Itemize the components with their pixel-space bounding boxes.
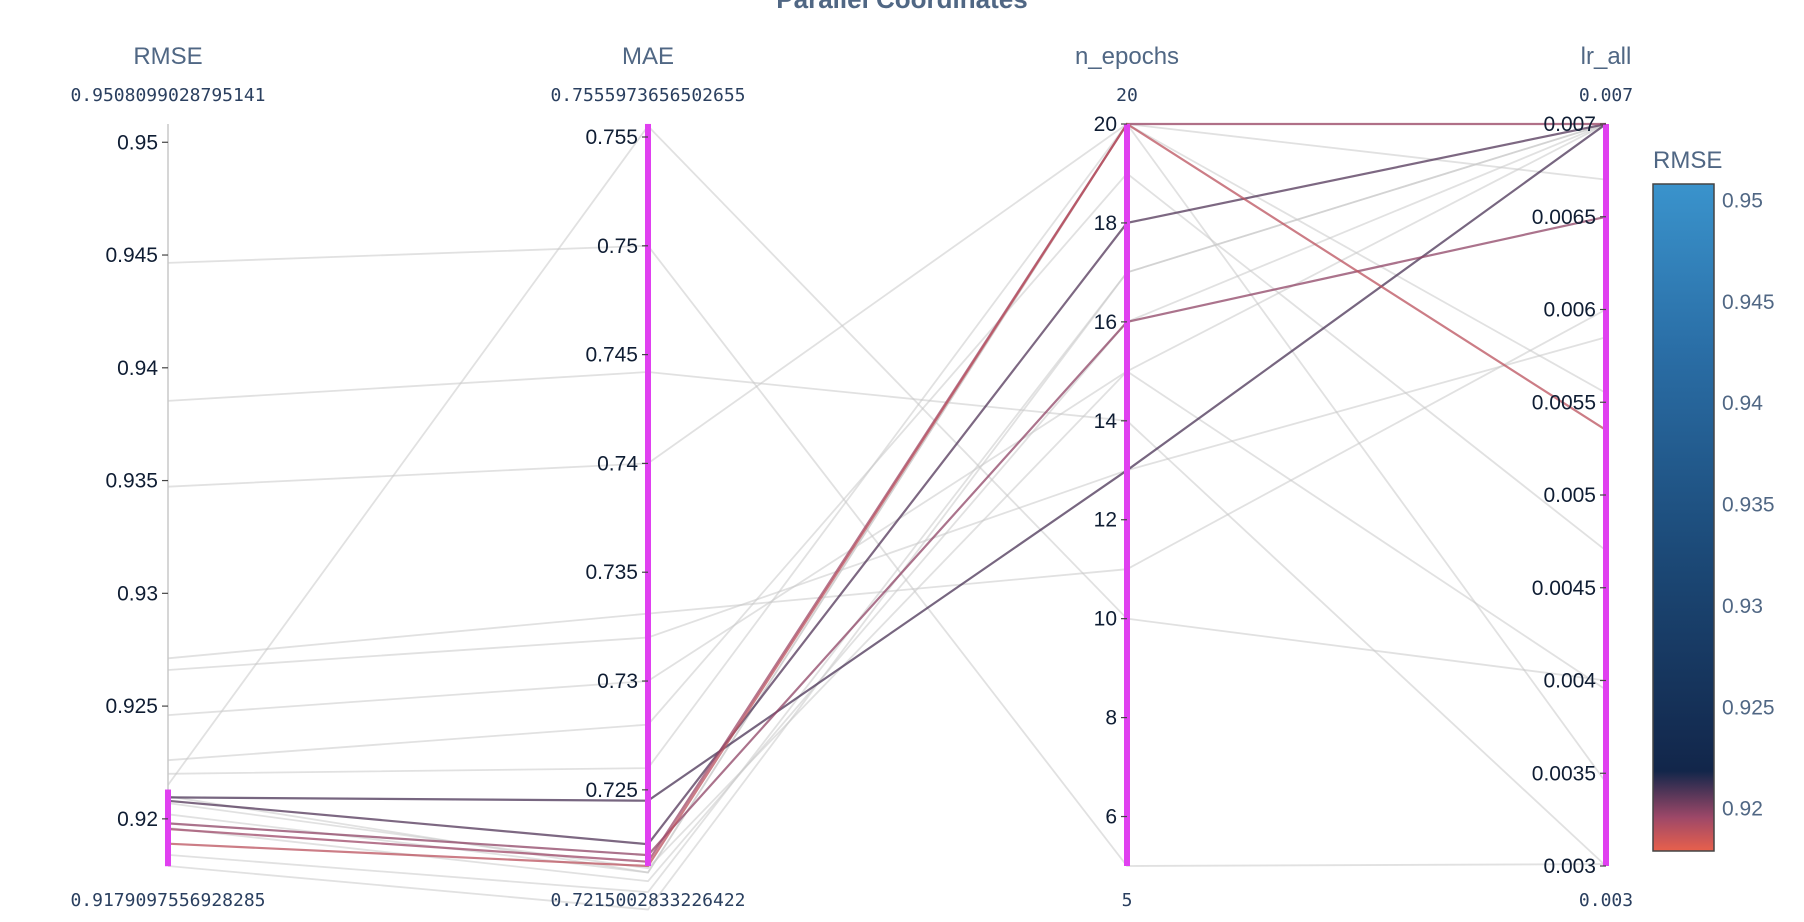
polylines-layer xyxy=(167,122,1607,911)
tick-label-RMSE: 0.935 xyxy=(105,470,158,493)
tick-label-n_epochs: 14 xyxy=(1094,410,1118,433)
axis-title-lr_all[interactable]: lr_all xyxy=(1581,43,1632,70)
axis-lr_all[interactable]: lr_all 0.007 0.003 0.003 0.0035 0.004 0.0045 0.… xyxy=(1532,43,1633,911)
colorbar-tick-label: 0.93 xyxy=(1722,595,1763,618)
tick-label-n_epochs: 8 xyxy=(1105,707,1117,730)
tick-label-RMSE: 0.94 xyxy=(117,357,158,380)
axis-title-MAE[interactable]: MAE xyxy=(622,43,674,70)
tick-label-n_epochs: 10 xyxy=(1094,608,1117,631)
axis-title-n_epochs[interactable]: n_epochs xyxy=(1075,43,1179,70)
polyline-active-14 xyxy=(167,215,1607,857)
tick-label-lr_all: 0.0045 xyxy=(1532,577,1596,600)
axis-range-max-lr_all: 0.007 xyxy=(1579,85,1633,106)
constraint-bar-n_epochs[interactable] xyxy=(1124,124,1130,866)
axis-range-min-RMSE: 0.9179097556928285 xyxy=(70,890,265,911)
axis-range-min-lr_all: 0.003 xyxy=(1579,890,1633,911)
colorbar-tick-label: 0.925 xyxy=(1722,696,1775,719)
constraint-bar-RMSE[interactable] xyxy=(165,789,171,867)
polyline-filtered-12 xyxy=(167,123,1607,870)
tick-label-lr_all: 0.004 xyxy=(1543,670,1596,693)
tick-label-n_epochs: 6 xyxy=(1105,806,1117,829)
axis-RMSE[interactable]: RMSE 0.9508099028795141 0.9179097556928285… xyxy=(70,43,265,911)
polyline-filtered-18 xyxy=(167,123,1607,894)
tick-label-lr_all: 0.003 xyxy=(1543,855,1596,878)
colorbar-gradient xyxy=(1652,183,1715,852)
tick-label-n_epochs: 16 xyxy=(1094,311,1117,334)
axes-layer[interactable]: RMSE 0.9508099028795141 0.9179097556928285… xyxy=(70,43,1633,911)
tick-label-lr_all: 0.0035 xyxy=(1532,762,1596,785)
chart-title: Parallel Coordinates xyxy=(776,0,1027,14)
tick-label-RMSE: 0.93 xyxy=(117,582,158,605)
colorbar-tick-label: 0.935 xyxy=(1722,494,1775,517)
polyline-filtered-3 xyxy=(167,308,1607,660)
polyline-filtered-8 xyxy=(167,124,1607,786)
polyline-filtered-2 xyxy=(167,122,1607,784)
axis-MAE[interactable]: MAE 0.7555973656502655 0.7215002833226422 0… xyxy=(550,43,745,911)
polyline-filtered-0 xyxy=(167,244,1607,867)
axis-range-min-n_epochs: 5 xyxy=(1122,890,1133,911)
axis-range-min-MAE: 0.7215002833226422 xyxy=(550,890,745,911)
polyline-filtered-7 xyxy=(167,122,1607,775)
axis-title-RMSE[interactable]: RMSE xyxy=(133,43,202,70)
axis-range-max-MAE: 0.7555973656502655 xyxy=(550,85,745,106)
colorbar-title: RMSE xyxy=(1653,147,1722,174)
tick-label-lr_all: 0.006 xyxy=(1543,299,1596,322)
polyline-active-9 xyxy=(167,123,1607,802)
polyline-active-15 xyxy=(167,122,1606,863)
polyline-filtered-19 xyxy=(167,123,1607,911)
colorbar-tick-label: 0.94 xyxy=(1722,392,1763,415)
polyline-filtered-4 xyxy=(167,336,1607,671)
tick-label-RMSE: 0.945 xyxy=(105,244,158,267)
colorbar-tick-label: 0.92 xyxy=(1722,798,1763,821)
tick-label-MAE: 0.755 xyxy=(585,126,638,149)
tick-label-MAE: 0.74 xyxy=(597,452,638,475)
colorbar: RMSE 0.92 0.925 0.93 0.935 0.94 0.945 0.95 xyxy=(1652,147,1775,852)
tick-label-lr_all: 0.0065 xyxy=(1532,206,1596,229)
tick-label-MAE: 0.73 xyxy=(597,670,638,693)
polyline-filtered-16 xyxy=(167,123,1607,883)
polyline-filtered-1 xyxy=(167,371,1607,867)
tick-label-lr_all: 0.007 xyxy=(1543,113,1596,136)
tick-label-MAE: 0.725 xyxy=(585,779,638,802)
polyline-active-10 xyxy=(167,122,1607,846)
axis-n_epochs[interactable]: n_epochs 20 5 6 8 10 12 14 16 18 20 xyxy=(1075,43,1179,911)
tick-label-RMSE: 0.95 xyxy=(117,131,158,154)
tick-label-lr_all: 0.0055 xyxy=(1532,391,1596,414)
tick-label-RMSE: 0.92 xyxy=(117,808,158,831)
tick-label-n_epochs: 12 xyxy=(1094,509,1117,532)
colorbar-tick-label: 0.95 xyxy=(1722,189,1763,212)
tick-label-lr_all: 0.005 xyxy=(1543,484,1596,507)
tick-label-MAE: 0.75 xyxy=(597,235,638,258)
tick-label-n_epochs: 18 xyxy=(1094,212,1117,235)
polyline-active-17 xyxy=(167,122,1607,868)
tick-label-MAE: 0.735 xyxy=(585,561,638,584)
polyline-filtered-5 xyxy=(167,370,1607,716)
tick-label-n_epochs: 20 xyxy=(1094,113,1117,136)
axis-range-max-n_epochs: 20 xyxy=(1116,85,1138,106)
tick-label-MAE: 0.745 xyxy=(585,344,638,367)
polyline-filtered-6 xyxy=(167,172,1607,762)
tick-label-RMSE: 0.925 xyxy=(105,695,158,718)
colorbar-tick-label: 0.945 xyxy=(1722,291,1775,314)
constraint-bar-MAE[interactable] xyxy=(645,123,651,867)
axis-range-max-RMSE: 0.9508099028795141 xyxy=(70,85,265,106)
